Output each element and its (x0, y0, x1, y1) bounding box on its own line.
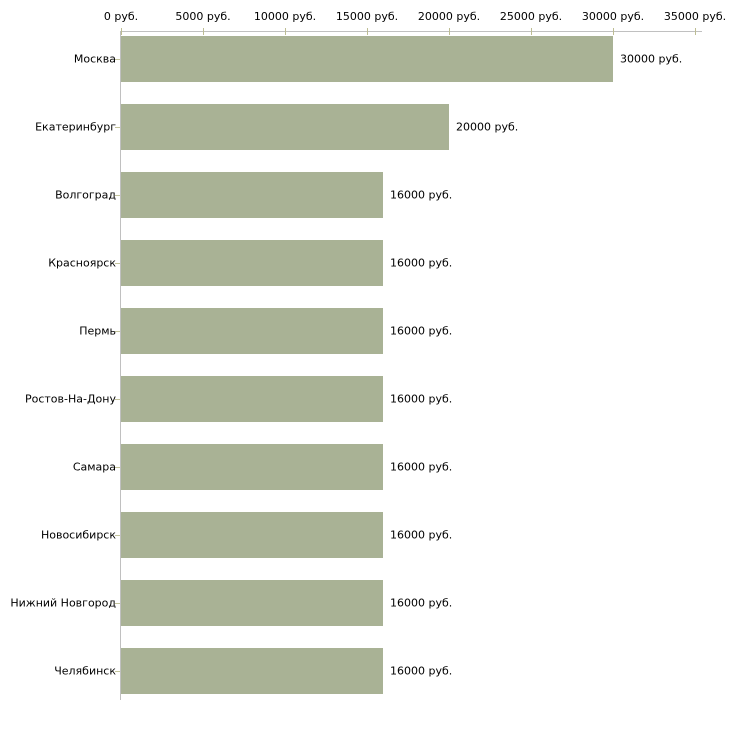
x-tick-mark (121, 28, 122, 35)
category-label: Москва (73, 52, 116, 66)
x-tick-mark (203, 28, 204, 35)
bar (121, 308, 383, 354)
bar (121, 104, 449, 150)
y-tick-mark (115, 59, 120, 60)
x-tick-label: 0 руб. (103, 10, 139, 23)
x-tick-label: 25000 руб. (499, 10, 563, 23)
value-label: 16000 руб. (390, 596, 453, 610)
value-label: 16000 руб. (390, 324, 453, 338)
value-label: 16000 руб. (390, 256, 453, 270)
bar (121, 172, 383, 218)
y-tick-mark (115, 671, 120, 672)
y-tick-mark (115, 603, 120, 604)
x-tick-mark (285, 28, 286, 35)
bar (121, 512, 383, 558)
y-tick-mark (115, 467, 120, 468)
x-tick-label: 10000 руб. (253, 10, 317, 23)
x-tick-mark (531, 28, 532, 35)
category-label: Екатеринбург (35, 120, 116, 134)
value-label: 20000 руб. (456, 120, 519, 134)
value-label: 16000 руб. (390, 392, 453, 406)
x-tick-label: 20000 руб. (417, 10, 481, 23)
value-label: 16000 руб. (390, 528, 453, 542)
bar (121, 648, 383, 694)
value-label: 16000 руб. (390, 664, 453, 678)
y-tick-mark (115, 263, 120, 264)
category-label: Волгоград (55, 188, 116, 202)
value-label: 16000 руб. (390, 460, 453, 474)
category-label: Новосибирск (40, 528, 116, 542)
y-tick-mark (115, 399, 120, 400)
x-tick-label: 30000 руб. (581, 10, 645, 23)
x-tick-mark (613, 28, 614, 35)
x-axis-line (120, 31, 702, 32)
category-label: Пермь (79, 324, 116, 338)
category-label: Самара (72, 460, 116, 474)
category-label: Челябинск (54, 664, 116, 678)
x-tick-mark (449, 28, 450, 35)
category-label: Красноярск (48, 256, 116, 270)
y-tick-mark (115, 127, 120, 128)
value-label: 30000 руб. (620, 52, 683, 66)
value-label: 16000 руб. (390, 188, 453, 202)
x-tick-mark (695, 28, 696, 35)
bar (121, 580, 383, 626)
bar (121, 240, 383, 286)
x-tick-label: 15000 руб. (335, 10, 399, 23)
y-tick-mark (115, 535, 120, 536)
y-tick-mark (115, 195, 120, 196)
bar (121, 444, 383, 490)
category-label: Ростов-На-Дону (24, 392, 116, 406)
x-tick-label: 35000 руб. (663, 10, 727, 23)
y-axis-line (120, 31, 121, 700)
x-tick-label: 5000 руб. (175, 10, 231, 23)
bar (121, 36, 613, 82)
bar (121, 376, 383, 422)
x-tick-mark (367, 28, 368, 35)
category-label: Нижний Новгород (10, 596, 116, 610)
y-tick-mark (115, 331, 120, 332)
